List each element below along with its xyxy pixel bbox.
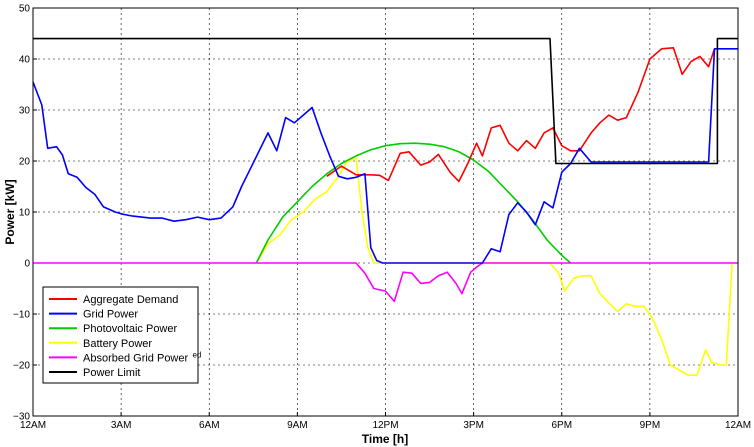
legend-label: Photovoltaic Power: [83, 323, 177, 335]
series-line-grid-power: [32, 47, 738, 264]
x-tick-label: 12PM: [372, 420, 398, 431]
y-tick-label: 50: [19, 4, 31, 15]
legend-label: Power Limit: [83, 367, 140, 379]
y-tick-label: 40: [19, 55, 31, 66]
plot-frame: [32, 7, 739, 417]
tick-labels: 12AM 3AM 6AM 9AM 12PM 3PM 6PM 9PM 12AM−30−20−100…: [13, 4, 751, 432]
legend-label: Battery Power: [83, 338, 152, 350]
series-line-absorbed-grid-power: [33, 262, 738, 303]
x-tick-label: 6AM: [199, 420, 220, 431]
x-tick-label: 3AM: [111, 420, 132, 431]
x-tick-label: 12AM: [20, 420, 46, 431]
legend: Aggregate Demand Grid Power Photovoltaic P…: [42, 286, 201, 384]
x-axis-label: Time [h]: [362, 432, 408, 446]
y-tick-label: −10: [13, 310, 30, 321]
x-tick-label: 12AM: [725, 420, 751, 431]
y-axis-label: Power [kW]: [3, 179, 17, 244]
legend-label: Grid Power: [83, 309, 138, 321]
y-tick-label: 0: [24, 259, 30, 270]
series-line-aggregate-demand: [326, 46, 716, 183]
x-tick-label: 9PM: [640, 420, 661, 431]
y-tick-label: −20: [13, 361, 30, 372]
y-tick-label: 20: [19, 157, 31, 168]
legend-label-suffix: ed: [192, 350, 201, 359]
y-tick-label: −30: [13, 412, 30, 423]
legend-label: Absorbed Grid Power: [83, 352, 188, 364]
series-line-power-limit: [33, 37, 738, 165]
x-tick-label: 3PM: [463, 420, 484, 431]
x-tick-label: 9AM: [287, 420, 308, 431]
legend-label: Aggregate Demand: [83, 294, 178, 306]
legend-box: [42, 286, 199, 384]
y-tick-label: 30: [19, 106, 31, 117]
y-tick-label: 10: [19, 208, 31, 219]
x-tick-label: 6PM: [551, 420, 572, 431]
series-lines: [32, 37, 738, 377]
